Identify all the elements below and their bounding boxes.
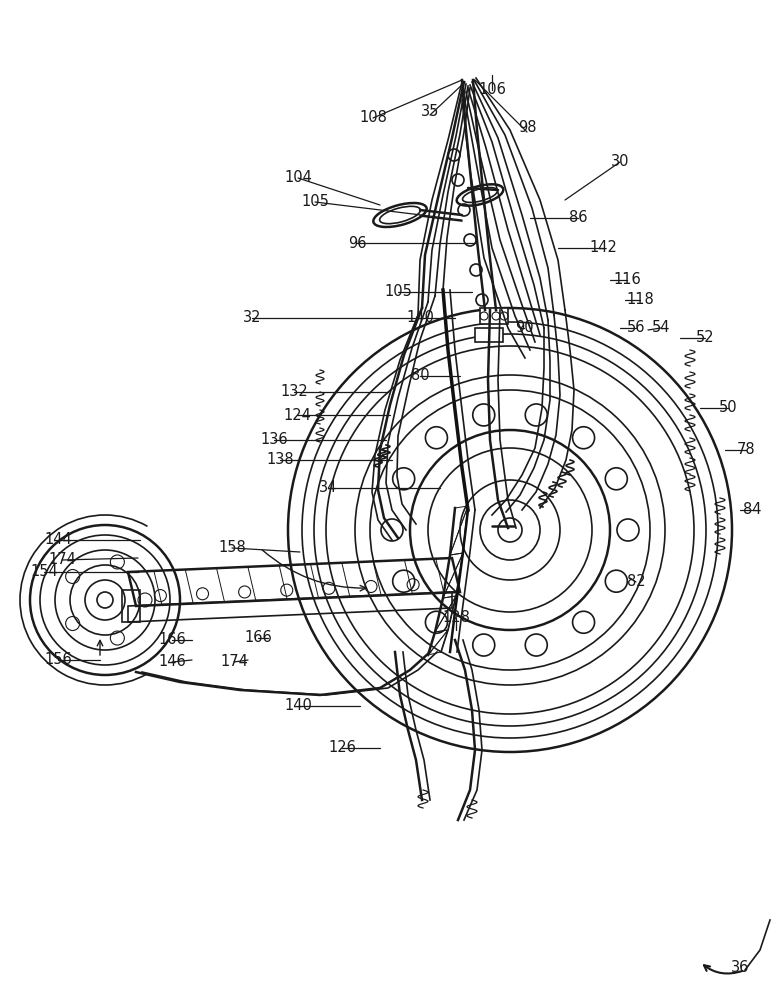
Text: 34: 34 xyxy=(319,481,337,495)
Text: 32: 32 xyxy=(243,310,261,326)
Text: 136: 136 xyxy=(260,432,288,448)
Text: 132: 132 xyxy=(280,384,308,399)
Text: 30: 30 xyxy=(611,154,630,169)
Text: 82: 82 xyxy=(626,574,645,589)
Text: 96: 96 xyxy=(348,235,366,250)
Text: 90: 90 xyxy=(514,320,533,336)
Text: 138: 138 xyxy=(267,452,294,468)
Text: 128: 128 xyxy=(442,610,470,626)
Bar xyxy=(475,328,503,342)
Text: 118: 118 xyxy=(626,292,654,308)
Text: 166: 166 xyxy=(158,633,186,648)
Bar xyxy=(122,590,140,622)
Text: 156: 156 xyxy=(44,652,72,668)
Text: 142: 142 xyxy=(589,240,617,255)
Text: 98: 98 xyxy=(517,120,536,135)
Text: 126: 126 xyxy=(328,740,356,756)
Text: 174: 174 xyxy=(48,552,76,568)
Text: 35: 35 xyxy=(421,104,439,119)
Bar xyxy=(480,308,508,324)
Text: 106: 106 xyxy=(478,83,506,98)
Text: 80: 80 xyxy=(411,368,430,383)
Text: 146: 146 xyxy=(158,654,186,670)
Text: 104: 104 xyxy=(284,170,312,186)
Text: 140: 140 xyxy=(406,310,434,326)
Text: 86: 86 xyxy=(568,211,587,226)
Text: 78: 78 xyxy=(737,442,755,458)
Text: 108: 108 xyxy=(359,110,387,125)
Text: 52: 52 xyxy=(695,330,714,346)
Text: 174: 174 xyxy=(220,654,248,670)
Text: 54: 54 xyxy=(652,320,670,336)
Text: 50: 50 xyxy=(719,400,737,416)
Text: 154: 154 xyxy=(30,564,58,580)
Text: 144: 144 xyxy=(44,532,72,548)
Text: 105: 105 xyxy=(301,194,329,210)
Text: 140: 140 xyxy=(284,698,312,714)
Text: 158: 158 xyxy=(218,540,246,556)
Text: 116: 116 xyxy=(613,272,641,288)
Text: 166: 166 xyxy=(244,631,272,646)
Text: 56: 56 xyxy=(626,320,645,336)
Text: 84: 84 xyxy=(742,502,761,518)
Text: 124: 124 xyxy=(283,408,311,422)
Text: 105: 105 xyxy=(384,284,412,300)
Text: 36: 36 xyxy=(731,960,750,976)
